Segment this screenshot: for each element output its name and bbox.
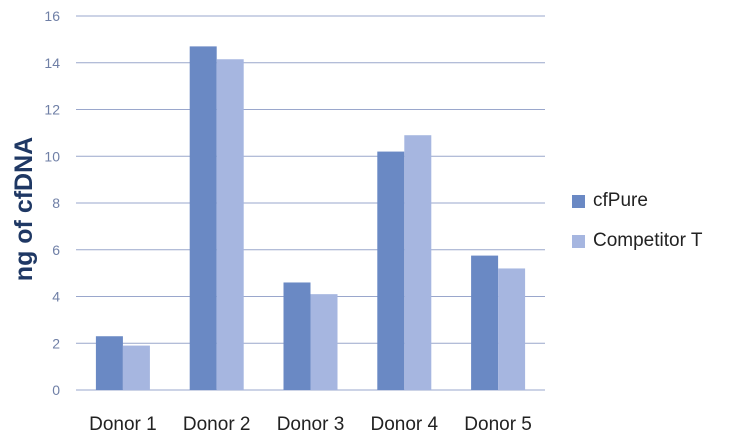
y-tick-label: 6: [52, 242, 60, 258]
y-axis-label: ng of cfDNA: [10, 137, 38, 281]
y-tick-label: 2: [52, 335, 60, 351]
x-category-label: Donor 4: [370, 414, 438, 435]
bar-competitor-t: [498, 268, 526, 390]
y-tick-label: 0: [52, 382, 60, 398]
y-tick-label: 14: [44, 55, 60, 71]
y-tick-label: 10: [44, 148, 60, 164]
y-tick-label: 12: [44, 102, 60, 118]
legend-label-cfpure: cfPure: [593, 190, 648, 211]
y-tick-label: 16: [44, 8, 60, 24]
bar-competitor-t: [404, 135, 432, 390]
x-category-label: Donor 2: [183, 414, 251, 435]
legend-swatch-competitor-t: [572, 234, 585, 248]
legend: cfPure Competitor T: [572, 190, 702, 270]
bar-cfpure: [95, 336, 123, 390]
bar-cfpure: [189, 46, 217, 390]
bar-competitor-t: [216, 59, 244, 391]
bar-cfpure: [471, 255, 499, 390]
bar-competitor-t: [310, 294, 338, 390]
y-tick-label: 8: [52, 195, 60, 211]
bar-competitor-t: [122, 345, 150, 390]
x-category-label: Donor 1: [89, 414, 157, 435]
bar-cfpure: [377, 151, 405, 390]
bar-cfpure: [283, 282, 311, 390]
y-tick-label: 4: [52, 289, 60, 305]
x-category-label: Donor 5: [464, 414, 532, 435]
legend-item-competitor-t: Competitor T: [572, 230, 702, 252]
legend-label-competitor-t: Competitor T: [593, 230, 703, 251]
x-category-label: Donor 3: [277, 414, 345, 435]
legend-item-cfpure: cfPure: [572, 190, 702, 212]
legend-swatch-cfpure: [572, 194, 585, 208]
